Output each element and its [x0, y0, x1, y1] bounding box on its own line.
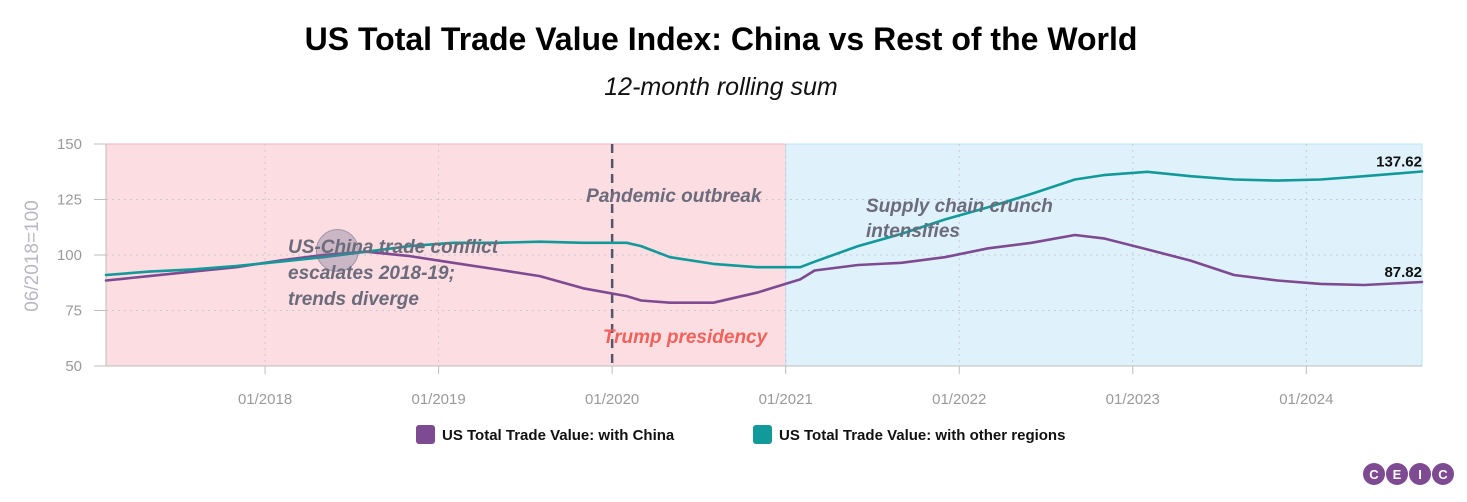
logo-letter: I: [1418, 467, 1422, 482]
series-line-china: [104, 233, 1424, 304]
annotation-pandemic: Pandemic outbreak: [586, 186, 763, 207]
series-line-other-regions: [104, 170, 1424, 277]
logo-letter: C: [1369, 467, 1379, 482]
annotation-trade-conflict: US-China trade conflict escalates 2018-19…: [288, 237, 499, 310]
x-tick-label-01-2019: 01/2019: [411, 391, 465, 408]
logo-letter: C: [1438, 467, 1448, 482]
logo-circle: [1363, 463, 1385, 485]
band-trump-presidency: [105, 143, 787, 367]
legend-swatch-other-regions: [753, 425, 772, 444]
pandemic-vline: Pandemic outbreak: [586, 144, 763, 366]
series-lines: [104, 170, 1424, 304]
legend: US Total Trade Value: with China US Total…: [416, 425, 1065, 444]
logo-circle: [1409, 463, 1431, 485]
chart-title: US Total Trade Value Index: China vs Res…: [305, 21, 1138, 57]
x-tick-label-01-2023: 01/2023: [1106, 391, 1160, 408]
x-tick-label-01-2024: 01/2024: [1279, 391, 1333, 408]
legend-label-other-regions: US Total Trade Value: with other regions: [779, 427, 1065, 444]
period-bands: [105, 143, 1423, 367]
legend-swatch-china: [416, 425, 435, 444]
logo-letter: E: [1393, 467, 1402, 482]
x-tick-label-01-2021: 01/2021: [759, 391, 813, 408]
annotation-marker: [315, 229, 359, 273]
end-label-other-regions: 137.62: [1376, 153, 1422, 170]
x-tick-label-01-2022: 01/2022: [932, 391, 986, 408]
annotations: US-China trade conflict escalates 2018-19…: [288, 196, 1053, 348]
logo-circle: [1432, 463, 1454, 485]
annotation-supply-chain-line: intensifies: [866, 221, 960, 242]
x-tick-label-01-2018: 01/2018: [238, 391, 292, 408]
end-label-china: 87.82: [1384, 264, 1422, 281]
chart-subtitle: 12-month rolling sum: [604, 73, 837, 101]
annotation-supply-chain-line: Supply chain crunch: [866, 196, 1053, 217]
logo-circle: [1386, 463, 1408, 485]
x-tick-label-01-2020: 01/2020: [585, 391, 639, 408]
end-labels: 87.82 137.62: [1376, 153, 1422, 281]
y-tick-label-125: 125: [57, 192, 82, 209]
annotation-trump-presidency: Trump presidency: [603, 327, 769, 348]
y-tick-label-100: 100: [57, 247, 82, 264]
annotation-trade-conflict-line: escalates 2018-19;: [288, 263, 455, 284]
y-tick-label-75: 75: [65, 303, 82, 320]
axes: 50 75 100 125 150 01/2018 01/2019 01/2020 01/202…: [57, 136, 1422, 408]
y-tick-label-50: 50: [65, 358, 82, 375]
annotation-supply-chain: Supply chain crunch intensifies: [866, 196, 1053, 242]
y-tick-label-150: 150: [57, 136, 82, 153]
y-axis-label: 06/2018=100: [22, 200, 43, 311]
legend-label-china: US Total Trade Value: with China: [442, 427, 675, 444]
annotation-trade-conflict-line: trends diverge: [288, 289, 419, 310]
annotation-trade-conflict-line: US-China trade conflict: [288, 237, 499, 258]
